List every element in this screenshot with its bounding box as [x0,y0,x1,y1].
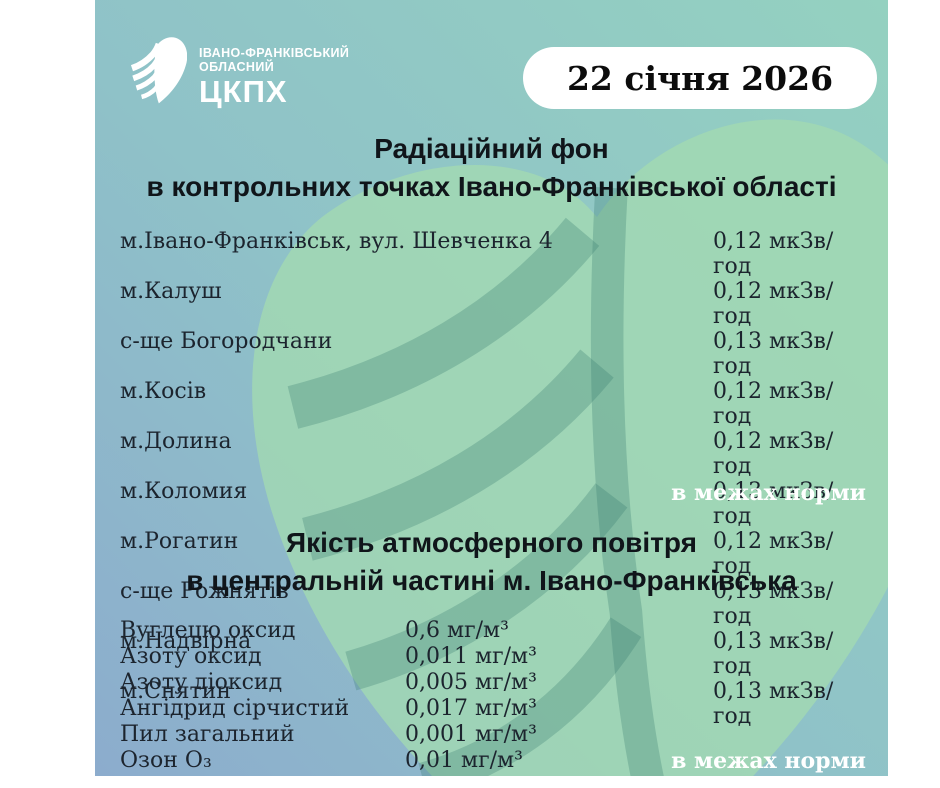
pollutant-label: Азоту діоксид [120,670,283,695]
location-label: м.Рогатин [120,529,239,554]
pollutant-label: Пил загальний [120,722,295,747]
location-label: м.Косів [120,379,207,404]
table-row: м.Долина 0,12 мкЗв/год [120,429,866,479]
table-row: м.Косів 0,12 мкЗв/год [120,379,866,429]
org-abbreviation: ЦКПХ [199,74,288,109]
org-name-line2: ОБЛАСНИЙ [199,60,275,74]
air-title-line1: Якість атмосферного повітря [286,527,697,558]
air-section-title: Якість атмосферного повітря в центральні… [95,524,888,600]
org-name: ІВАНО-ФРАНКІВСЬКИЙ ОБЛАСНИЙ ЦКПХ [199,46,349,108]
pollutant-label: Ангідрид сірчистий [120,696,350,721]
radiation-value: 0,12 мкЗв/год [713,279,834,329]
air-status-badge: в межах норми [671,748,866,774]
table-row: м.Івано-Франківськ, вул. Шевченка 4 0,12 … [120,229,866,279]
air-title-line2: в центральній частині м. Івано-Франківсь… [186,565,797,596]
content-canvas: ІВАНО-ФРАНКІВСЬКИЙ ОБЛАСНИЙ ЦКПХ 22 січн… [95,0,888,776]
location-label: м.Снятин [120,679,231,704]
radiation-value: 0,12 мкЗв/год [713,429,834,479]
radiation-title-line1: Радіаційний фон [374,133,609,164]
table-row: Азоту оксид 0,011 мг/м³ [120,644,720,670]
pollutant-label: Азоту оксид [120,644,262,669]
table-row: с-ще Богородчани 0,13 мкЗв/год [120,329,866,379]
date-badge: 22 січня 2026 [523,47,877,109]
org-logo: ІВАНО-ФРАНКІВСЬКИЙ ОБЛАСНИЙ ЦКПХ [123,36,349,108]
pollutant-value: 0,005 мг/м³ [405,670,537,695]
radiation-status-badge: в межах норми [671,480,866,506]
table-row: м.Калуш 0,12 мкЗв/год [120,279,866,329]
location-label: м.Долина [120,429,232,454]
pollutant-value: 0,011 мг/м³ [405,644,537,669]
table-row: Пил загальний 0,001 мг/м³ [120,722,720,748]
location-label: с-ще Богородчани [120,329,333,354]
radiation-section-title: Радіаційний фон в контрольних точках Іва… [95,130,888,206]
pollutant-value: 0,6 мг/м³ [405,618,509,643]
pollutant-label: Озон О₃ [120,748,212,773]
radiation-value: 0,13 мкЗв/год [713,629,834,679]
air-quality-table: Вуглецю оксид 0,6 мг/м³ Азоту оксид 0,011 … [120,618,720,774]
radiation-value: 0,12 мкЗв/год [713,229,834,279]
shield-logo-icon [130,37,187,104]
date-badge-text: 22 січня 2026 [566,58,834,98]
location-label: м.Івано-Франківськ, вул. Шевченка 4 [120,229,553,254]
location-label: м.Калуш [120,279,222,304]
radiation-value: 0,13 мкЗв/год [713,329,834,379]
pollutant-value: 0,001 мг/м³ [405,722,537,747]
location-label: м.Надвірна [120,629,252,654]
location-label: м.Коломия [120,479,248,504]
table-row: Ангідрид сірчистий 0,017 мг/м³ [120,696,720,722]
radiation-value: 0,13 мкЗв/год [713,679,834,729]
org-name-line1: ІВАНО-ФРАНКІВСЬКИЙ [199,46,350,60]
table-row: Вуглецю оксид 0,6 мг/м³ [120,618,720,644]
radiation-value: 0,12 мкЗв/год [713,379,834,429]
radiation-title-line2: в контрольних точках Івано-Франківської … [146,171,837,202]
pollutant-value: 0,017 мг/м³ [405,696,537,721]
table-row: Озон О₃ 0,01 мг/м³ [120,748,720,774]
table-row: Азоту діоксид 0,005 мг/м³ [120,670,720,696]
pollutant-label: Вуглецю оксид [120,618,296,643]
